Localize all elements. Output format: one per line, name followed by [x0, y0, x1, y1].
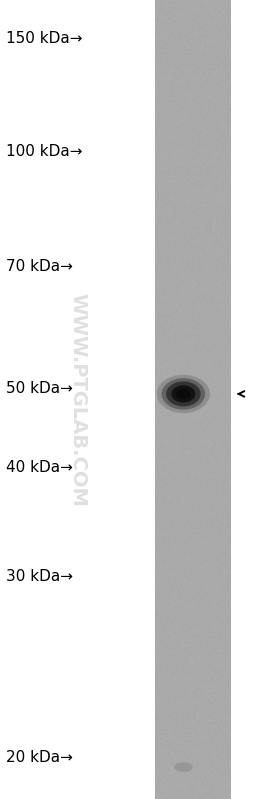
- Text: 40 kDa→: 40 kDa→: [6, 460, 73, 475]
- Text: 70 kDa→: 70 kDa→: [6, 259, 73, 273]
- Ellipse shape: [171, 385, 195, 403]
- Text: 150 kDa→: 150 kDa→: [6, 31, 82, 46]
- Ellipse shape: [157, 375, 210, 413]
- Ellipse shape: [174, 762, 193, 772]
- Text: 20 kDa→: 20 kDa→: [6, 750, 73, 765]
- Text: 30 kDa→: 30 kDa→: [6, 570, 73, 584]
- Text: 50 kDa→: 50 kDa→: [6, 381, 73, 396]
- Ellipse shape: [166, 381, 201, 407]
- Ellipse shape: [176, 388, 191, 400]
- Bar: [155, 0, 231, 799]
- Text: 100 kDa→: 100 kDa→: [6, 145, 82, 159]
- Text: WWW.PTGLAB.COM: WWW.PTGLAB.COM: [69, 292, 88, 507]
- Ellipse shape: [162, 378, 205, 410]
